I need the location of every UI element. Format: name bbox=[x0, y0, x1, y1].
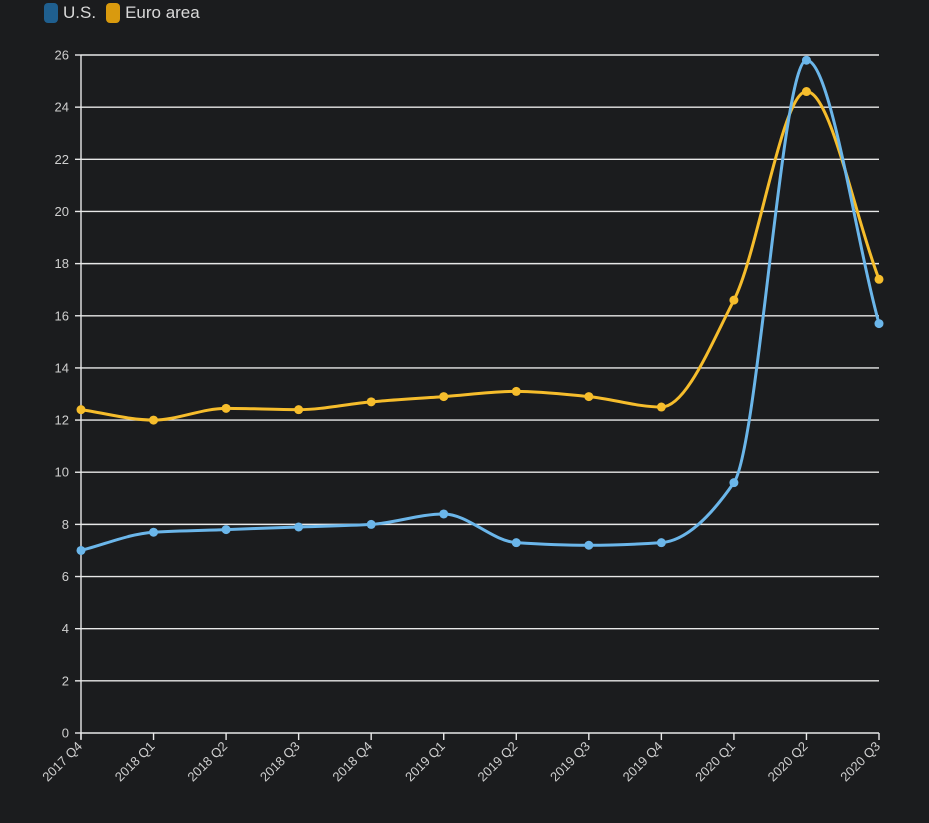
data-point-euro-area[interactable] bbox=[439, 392, 449, 402]
data-point-euro-area[interactable] bbox=[294, 405, 304, 415]
x-tick-label: 2019 Q3 bbox=[547, 739, 593, 785]
series-line-u-s bbox=[79, 58, 881, 552]
data-point-u-s[interactable] bbox=[76, 545, 86, 555]
y-tick-label: 20 bbox=[55, 204, 69, 219]
series-line-euro-area bbox=[79, 90, 881, 422]
data-point-u-s[interactable] bbox=[656, 538, 666, 548]
y-tick-label: 2 bbox=[62, 673, 69, 688]
legend-label-us: U.S. bbox=[63, 3, 97, 22]
series-points bbox=[76, 55, 884, 555]
x-tick-label: 2018 Q3 bbox=[257, 739, 303, 785]
legend-swatch-us bbox=[44, 3, 58, 23]
x-tick-label: 2018 Q1 bbox=[112, 739, 158, 785]
data-point-u-s[interactable] bbox=[729, 478, 739, 488]
x-tick-label: 2019 Q1 bbox=[402, 739, 448, 785]
data-point-u-s[interactable] bbox=[294, 522, 304, 532]
y-tick-label: 18 bbox=[55, 256, 69, 271]
legend-swatch-euro-area bbox=[106, 3, 121, 23]
data-point-euro-area[interactable] bbox=[656, 402, 666, 412]
y-tick-label: 10 bbox=[55, 465, 69, 480]
x-axis: 2017 Q4 2018 Q1 2018 Q2 2018 Q3 2018 Q4 2019 … bbox=[39, 733, 883, 784]
data-point-euro-area[interactable] bbox=[76, 405, 86, 415]
x-tick-label: 2018 Q2 bbox=[184, 739, 230, 785]
data-point-euro-area[interactable] bbox=[584, 392, 594, 402]
x-tick-label: 2020 Q1 bbox=[692, 739, 738, 785]
data-point-euro-area[interactable] bbox=[149, 415, 159, 425]
data-point-euro-area[interactable] bbox=[511, 386, 521, 396]
data-point-euro-area[interactable] bbox=[874, 274, 884, 284]
data-point-u-s[interactable] bbox=[584, 540, 594, 550]
series-lines bbox=[79, 58, 881, 552]
x-tick-label: 2018 Q4 bbox=[329, 739, 375, 785]
data-point-euro-area[interactable] bbox=[366, 397, 376, 407]
y-tick-label: 0 bbox=[62, 726, 69, 741]
legend-item-euro-area[interactable]: Euro area bbox=[106, 3, 200, 23]
y-tick-label: 24 bbox=[55, 100, 69, 115]
y-tick-label: 26 bbox=[55, 48, 69, 63]
legend-label-euro-area: Euro area bbox=[125, 3, 200, 22]
data-point-u-s[interactable] bbox=[439, 509, 449, 519]
x-tick-label: 2020 Q3 bbox=[837, 739, 883, 785]
data-point-u-s[interactable] bbox=[366, 519, 376, 529]
data-point-euro-area[interactable] bbox=[801, 87, 811, 97]
y-tick-label: 6 bbox=[62, 569, 69, 584]
y-tick-label: 12 bbox=[55, 413, 69, 428]
x-tick-label: 2020 Q2 bbox=[765, 739, 811, 785]
x-tick-label: 2017 Q4 bbox=[39, 739, 85, 785]
data-point-u-s[interactable] bbox=[511, 538, 521, 548]
y-tick-label: 22 bbox=[55, 152, 69, 167]
y-tick-label: 8 bbox=[62, 517, 69, 532]
data-point-euro-area[interactable] bbox=[221, 403, 231, 413]
data-point-euro-area[interactable] bbox=[729, 295, 739, 305]
data-point-u-s[interactable] bbox=[221, 525, 231, 535]
data-point-u-s[interactable] bbox=[801, 55, 811, 65]
legend-item-us[interactable]: U.S. bbox=[44, 3, 96, 23]
data-point-u-s[interactable] bbox=[874, 319, 884, 329]
chart-legend: U.S. Euro area bbox=[44, 2, 200, 24]
y-tick-label: 16 bbox=[55, 308, 69, 323]
data-point-u-s[interactable] bbox=[149, 527, 159, 537]
y-tick-label: 14 bbox=[55, 360, 69, 375]
y-tick-label: 4 bbox=[62, 621, 69, 636]
x-tick-label: 2019 Q4 bbox=[620, 739, 666, 785]
x-tick-label: 2019 Q2 bbox=[475, 739, 521, 785]
